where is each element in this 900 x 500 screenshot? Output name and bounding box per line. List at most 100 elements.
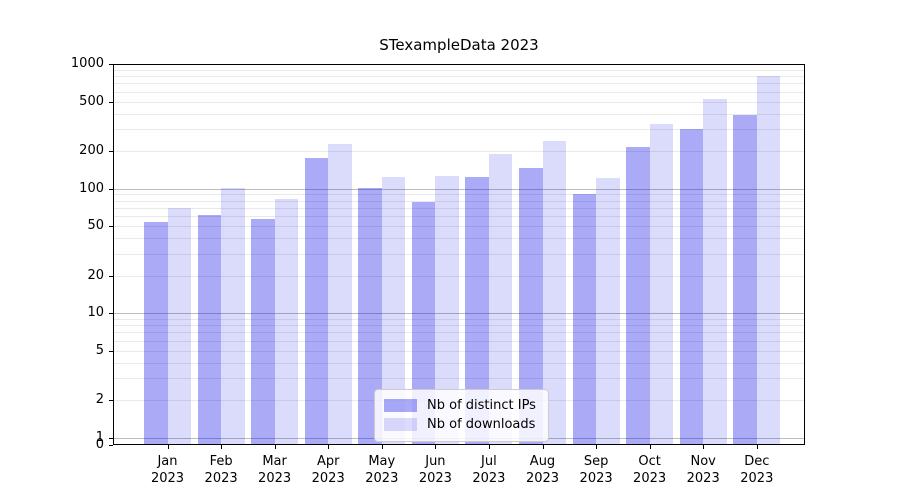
x-tick-label-feb: Feb 2023	[204, 454, 238, 486]
y-tick-100	[109, 188, 113, 190]
gridline-minor-9	[113, 318, 805, 320]
x-tick-label-dec: Dec 2023	[740, 454, 774, 486]
legend-swatch-distinct-ips	[384, 399, 417, 412]
x-tick-0	[167, 445, 169, 449]
x-tick-label-apr: Apr 2023	[311, 454, 345, 486]
legend-entry-distinct-ips: Nb of distinct IPs	[384, 397, 536, 414]
legend-label-downloads: Nb of downloads	[427, 417, 536, 432]
gridline-minor-6	[113, 340, 805, 342]
gridline-minor-400	[113, 113, 805, 115]
y-tick-500	[109, 101, 113, 103]
x-tick-label-jul: Jul 2023	[472, 454, 506, 486]
y-tick-label-50: 50	[87, 218, 104, 233]
bar-downloads-feb	[221, 188, 245, 445]
bar-downloads-jul	[488, 154, 513, 445]
bar-distinct-ips-feb	[197, 215, 222, 445]
gridline-minor-7	[113, 332, 805, 334]
bar-downloads-apr	[328, 143, 352, 445]
gridline-minor-200	[113, 151, 805, 152]
y-tick-200	[109, 151, 113, 152]
y-tick-label-500: 500	[79, 93, 104, 109]
y-tick-5	[109, 350, 113, 352]
x-tick-3	[328, 445, 330, 449]
legend-swatch-downloads	[384, 418, 417, 431]
bar-distinct-ips-may	[358, 188, 382, 445]
gridline-minor-800	[113, 76, 805, 78]
y-tick-0	[109, 445, 113, 446]
x-tick-1	[221, 445, 223, 449]
x-tick-2	[274, 445, 276, 449]
x-tick-9	[649, 445, 651, 449]
y-tick-1	[109, 437, 113, 439]
y-tick-label-1000: 1000	[70, 56, 104, 71]
y-tick-label-0: 0	[95, 437, 104, 452]
gridline-minor-300	[113, 129, 805, 131]
bar-downloads-dec	[756, 76, 781, 445]
gridline-minor-70	[113, 207, 805, 209]
x-tick-label-nov: Nov 2023	[686, 454, 720, 486]
y-tick-label-5: 5	[95, 342, 104, 358]
gridline-minor-8	[113, 325, 805, 327]
x-tick-label-sep: Sep 2023	[579, 454, 613, 486]
x-tick-label-aug: Aug 2023	[525, 454, 560, 486]
y-tick-label-200: 200	[79, 143, 104, 158]
y-tick-label-2: 2	[95, 392, 104, 407]
bar-distinct-ips-sep	[572, 194, 597, 445]
gridline-minor-700	[113, 83, 805, 85]
bar-distinct-ips-jul	[465, 176, 489, 445]
x-tick-label-may: May 2023	[365, 454, 399, 486]
y-tick-50	[109, 226, 113, 227]
legend: Nb of distinct IPs Nb of downloads	[374, 389, 549, 442]
gridline-minor-500	[113, 101, 805, 103]
y-tick-1000	[109, 64, 113, 65]
y-tick-label-1: 1	[95, 429, 104, 445]
x-tick-label-jun: Jun 2023	[418, 454, 452, 486]
bar-downloads-mar	[274, 198, 299, 445]
gridline-major-10	[113, 313, 805, 314]
x-tick-8	[596, 445, 598, 449]
gridline-minor-50	[113, 226, 805, 227]
bar-distinct-ips-jan	[144, 221, 168, 445]
x-tick-label-oct: Oct 2023	[633, 454, 667, 486]
bar-downloads-nov	[703, 98, 727, 445]
x-tick-4	[381, 445, 383, 449]
gridline-minor-80	[113, 200, 805, 202]
x-tick-label-mar: Mar 2023	[258, 454, 292, 486]
bar-distinct-ips-aug	[519, 168, 543, 445]
chart-title: STexampleData 2023	[379, 36, 539, 54]
gridline-minor-60	[113, 216, 805, 218]
bar-downloads-sep	[596, 178, 620, 445]
gridline-minor-900	[113, 69, 805, 71]
bar-distinct-ips-dec	[733, 114, 757, 445]
bar-distinct-ips-mar	[251, 218, 275, 445]
legend-entry-downloads: Nb of downloads	[384, 416, 536, 433]
x-tick-11	[756, 445, 758, 449]
gridline-minor-5	[113, 350, 805, 352]
x-tick-label-jan: Jan 2023	[150, 454, 185, 486]
bar-downloads-aug	[542, 141, 566, 445]
x-tick-6	[488, 445, 490, 449]
bar-downloads-jun	[435, 175, 459, 445]
x-tick-10	[703, 445, 705, 449]
gridline-major-100	[113, 188, 805, 190]
bar-downloads-jan	[167, 207, 191, 445]
gridline-minor-4	[113, 362, 805, 364]
gridline-minor-90	[113, 194, 805, 196]
legend-label-distinct-ips: Nb of distinct IPs	[427, 398, 536, 413]
y-tick-10	[109, 313, 113, 314]
gridline-minor-3	[113, 378, 805, 380]
y-tick-20	[109, 275, 113, 277]
x-tick-5	[435, 445, 437, 449]
gridline-minor-40	[113, 238, 805, 239]
y-tick-2	[109, 400, 113, 401]
bar-distinct-ips-oct	[626, 147, 650, 445]
gridline-minor-20	[113, 275, 805, 277]
gridline-minor-30	[113, 253, 805, 255]
bar-distinct-ips-nov	[679, 129, 704, 445]
gridline-minor-600	[113, 91, 805, 93]
bar-distinct-ips-apr	[304, 158, 329, 445]
x-tick-7	[542, 445, 544, 449]
bar-downloads-oct	[649, 123, 674, 445]
y-tick-label-20: 20	[87, 267, 104, 283]
